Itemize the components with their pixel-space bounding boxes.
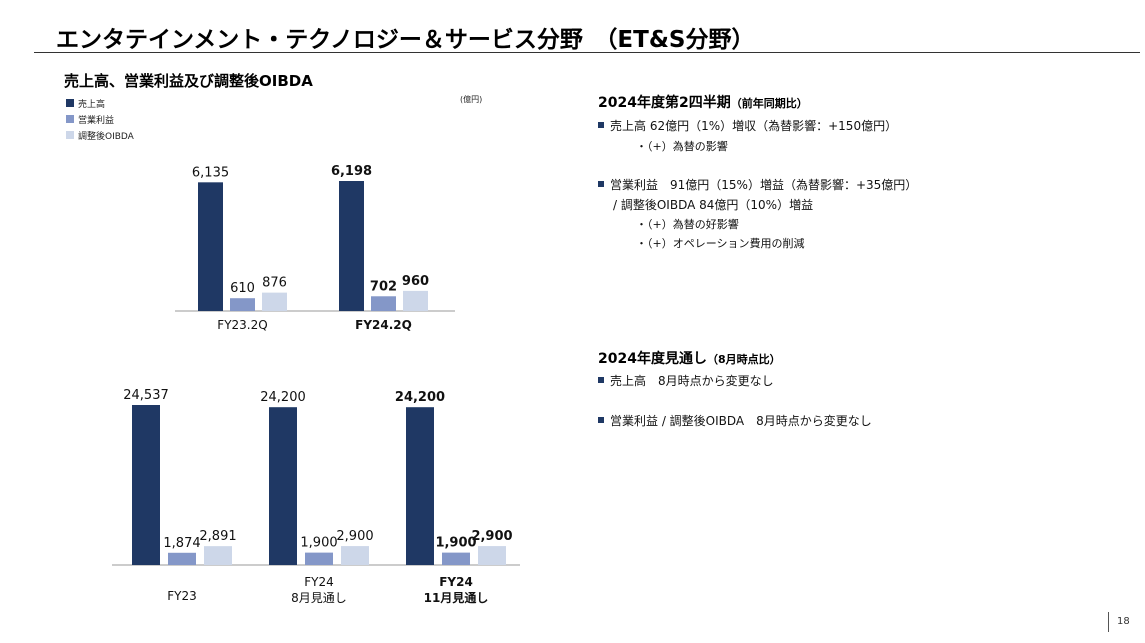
bar-operating-income xyxy=(168,552,196,565)
page-number-divider xyxy=(1108,612,1109,632)
outlook-section-title: 2024年度見通し（8月時点比） xyxy=(598,348,781,368)
bar-oibda xyxy=(262,292,287,311)
legend-item-operating-income: 営業利益 xyxy=(66,111,134,127)
data-label-sales: 6,135 xyxy=(192,165,229,180)
bar-oibda xyxy=(478,546,506,565)
legend-item-oibda: 調整後OIBDA xyxy=(66,127,134,143)
data-label-operating-income: 1,900 xyxy=(435,536,476,551)
category-label: 8月見通し xyxy=(291,591,347,605)
q2-bullet-oi: 営業利益 91億円（15%）増益（為替影響：+35億円） xyxy=(598,176,917,193)
outlook-bullet-oi: 営業利益 / 調整後OIBDA 8月時点から変更なし xyxy=(598,412,872,429)
q2-title-note: （前年同期比） xyxy=(730,97,808,110)
outlook-title: 2024年度見通し xyxy=(598,351,707,367)
page-title: エンタテインメント・テクノロジー＆サービス分野 （ET&S分野） xyxy=(56,27,755,53)
data-label-operating-income: 610 xyxy=(230,281,255,296)
outlook-bullet-oi-text: 営業利益 / 調整後OIBDA 8月時点から変更なし xyxy=(610,414,872,428)
q2-section-title: 2024年度第2四半期（前年同期比） xyxy=(598,92,808,112)
category-label: 11月見通し xyxy=(424,590,489,605)
category-label: FY24 xyxy=(439,575,473,589)
q2-oi-sub1: ・（+）為替の好影響 xyxy=(636,218,739,231)
data-label-operating-income: 1,900 xyxy=(300,536,337,551)
legend-label-operating-income: 営業利益 xyxy=(78,115,115,126)
bullet-square-icon xyxy=(598,377,604,383)
bar-sales xyxy=(269,407,297,565)
category-label: FY23 xyxy=(167,589,197,603)
bar-oibda xyxy=(204,546,232,565)
category-label: FY24 xyxy=(304,575,334,589)
bar-sales xyxy=(406,407,434,565)
bar-oibda xyxy=(341,546,369,565)
data-label-sales: 6,198 xyxy=(331,164,372,179)
chart-legend: 売上高 営業利益 調整後OIBDA xyxy=(66,95,134,143)
q2-bullet-oi-text: 営業利益 91億円（15%）増益（為替影響：+35億円） xyxy=(610,178,918,192)
unit-label: (億円) xyxy=(460,95,483,104)
bar-sales xyxy=(339,181,364,311)
legend-swatch-oibda xyxy=(66,131,74,139)
data-label-oibda: 960 xyxy=(402,274,429,289)
q2-oi-sub2: ・（+）オペレーション費用の削減 xyxy=(636,237,805,250)
bar-chart-2: 24,5371,8742,891FY2324,2001,9002,900FY24… xyxy=(112,388,520,605)
data-label-oibda: 2,900 xyxy=(471,529,512,544)
q2-oibda-line: / 調整後OIBDA 84億円（10%）増益 xyxy=(613,198,814,212)
page-number: 18 xyxy=(1117,616,1130,627)
data-label-sales: 24,200 xyxy=(395,390,445,405)
bar-chart-1: 6,135 610 876 FY23.2Q 6,198 702 960 FY24.2Q xyxy=(175,164,455,332)
bar-oibda xyxy=(403,290,428,311)
bullet-square-icon xyxy=(598,122,604,128)
bullet-square-icon xyxy=(598,181,604,187)
data-label-sales: 24,537 xyxy=(123,388,169,403)
category-label: FY24.2Q xyxy=(355,318,412,332)
legend-label-oibda: 調整後OIBDA xyxy=(78,131,134,142)
legend-item-sales: 売上高 xyxy=(66,95,134,111)
title-divider xyxy=(34,52,1140,53)
legend-swatch-operating-income xyxy=(66,115,74,123)
q2-bullet-sales-text: 売上高 62億円（1%）増収（為替影響：+150億円） xyxy=(610,119,898,133)
q2-sales-sub1: ・（+）為替の影響 xyxy=(636,140,728,153)
outlook-bullet-sales: 売上高 8月時点から変更なし xyxy=(598,372,774,389)
data-label-sales: 24,200 xyxy=(260,390,306,405)
data-label-oibda: 2,891 xyxy=(199,529,236,544)
legend-swatch-sales xyxy=(66,99,74,107)
outlook-title-note: （8月時点比） xyxy=(706,353,781,366)
bar-sales xyxy=(132,405,160,565)
legend-label-sales: 売上高 xyxy=(78,99,106,110)
bar-operating-income xyxy=(230,298,255,311)
bar-operating-income xyxy=(442,552,470,565)
q2-title: 2024年度第2四半期 xyxy=(598,95,731,111)
bar-operating-income xyxy=(305,552,333,565)
outlook-bullet-sales-text: 売上高 8月時点から変更なし xyxy=(610,374,774,388)
data-label-operating-income: 1,874 xyxy=(163,536,200,551)
data-label-oibda: 2,900 xyxy=(336,529,373,544)
bar-operating-income xyxy=(371,296,396,311)
data-label-oibda: 876 xyxy=(262,276,287,291)
bar-sales xyxy=(198,182,223,311)
bullet-square-icon xyxy=(598,417,604,423)
chart-section-title: 売上高、営業利益及び調整後OIBDA xyxy=(64,72,313,90)
data-label-operating-income: 702 xyxy=(370,279,397,294)
q2-bullet-sales: 売上高 62億円（1%）増収（為替影響：+150億円） xyxy=(598,117,897,134)
category-label: FY23.2Q xyxy=(217,318,267,332)
